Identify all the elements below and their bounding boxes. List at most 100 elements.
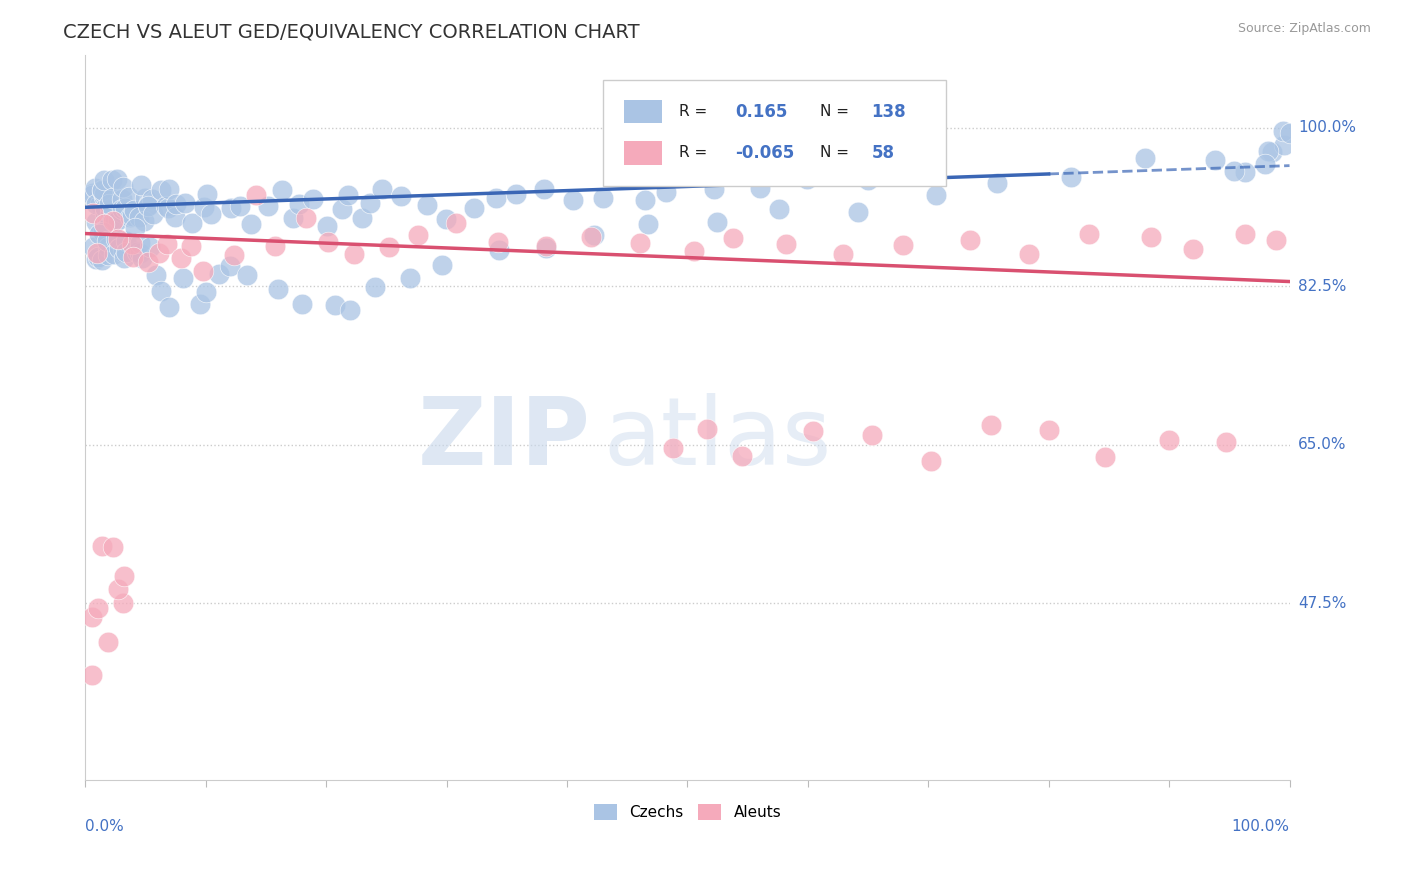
Point	[195, 186, 218, 201]
Bar	[624, 141, 662, 164]
Point	[163, 210, 186, 224]
Point	[1018, 247, 1040, 261]
Point	[84, 215, 107, 229]
Point	[91, 183, 114, 197]
Point	[156, 202, 179, 216]
Text: 47.5%: 47.5%	[1298, 596, 1346, 610]
Point	[1159, 434, 1181, 448]
Point	[155, 198, 177, 212]
Point	[1223, 164, 1246, 178]
Point	[125, 245, 148, 260]
Text: 100.0%: 100.0%	[1232, 820, 1289, 835]
Point	[1060, 170, 1083, 185]
Point	[208, 267, 231, 281]
Point	[533, 182, 555, 196]
Point	[121, 209, 143, 223]
Point	[193, 200, 215, 214]
Text: 82.5%: 82.5%	[1298, 278, 1346, 293]
Point	[229, 198, 252, 212]
Point	[191, 264, 214, 278]
Point	[148, 246, 170, 260]
Point	[832, 247, 855, 261]
Point	[80, 188, 103, 202]
Text: 0.165: 0.165	[735, 103, 787, 120]
Point	[731, 450, 754, 464]
Point	[98, 196, 121, 211]
Point	[174, 195, 197, 210]
Point	[1233, 165, 1256, 179]
Point	[90, 184, 112, 198]
Point	[93, 186, 115, 201]
Point	[323, 298, 346, 312]
Point	[236, 268, 259, 282]
Text: 100.0%: 100.0%	[1298, 120, 1355, 135]
Point	[295, 211, 318, 226]
Point	[364, 280, 387, 294]
Point	[339, 303, 361, 318]
Point	[114, 245, 136, 260]
Point	[775, 237, 797, 252]
Point	[84, 252, 107, 266]
Point	[920, 454, 942, 468]
Text: CZECH VS ALEUT GED/EQUIVALENCY CORRELATION CHART: CZECH VS ALEUT GED/EQUIVALENCY CORRELATI…	[63, 22, 640, 41]
Point	[399, 271, 422, 285]
Point	[1261, 145, 1284, 159]
Text: 58: 58	[872, 144, 894, 162]
Point	[240, 217, 263, 231]
Point	[696, 422, 718, 436]
Point	[628, 236, 651, 251]
Text: N =: N =	[820, 145, 849, 161]
Point	[112, 180, 135, 194]
Point	[288, 197, 311, 211]
Point	[98, 206, 121, 220]
Legend: Czechs, Aleuts: Czechs, Aleuts	[588, 798, 787, 826]
Point	[93, 218, 115, 232]
Point	[302, 192, 325, 206]
Point	[706, 214, 728, 228]
Point	[93, 173, 115, 187]
Point	[434, 211, 457, 226]
Point	[149, 284, 172, 298]
Point	[165, 197, 187, 211]
Point	[270, 183, 292, 197]
Point	[634, 194, 657, 208]
Text: N =: N =	[820, 104, 849, 120]
Point	[1077, 227, 1099, 241]
Point	[112, 569, 135, 583]
Point	[96, 634, 118, 648]
Point	[505, 186, 527, 201]
Point	[82, 240, 104, 254]
Point	[111, 244, 134, 259]
Point	[682, 244, 704, 258]
Point	[121, 250, 143, 264]
Point	[131, 251, 153, 265]
Point	[316, 235, 339, 249]
Point	[1233, 227, 1256, 241]
Point	[986, 176, 1008, 190]
Point	[96, 216, 118, 230]
Point	[141, 192, 163, 206]
Point	[637, 218, 659, 232]
Point	[128, 245, 150, 260]
Point	[142, 206, 165, 220]
Point	[101, 214, 124, 228]
Text: ZIP: ZIP	[418, 393, 591, 485]
Point	[94, 205, 117, 219]
Point	[80, 610, 103, 624]
Point	[132, 214, 155, 228]
Point	[122, 202, 145, 217]
Point	[138, 255, 160, 269]
Point	[114, 201, 136, 215]
Point	[488, 243, 510, 257]
Point	[291, 297, 314, 311]
Point	[91, 226, 114, 240]
Point	[90, 539, 112, 553]
Point	[157, 300, 180, 314]
Point	[121, 237, 143, 252]
Point	[267, 282, 290, 296]
Point	[129, 178, 152, 193]
Text: 138: 138	[872, 103, 907, 120]
Point	[96, 234, 118, 248]
Point	[219, 201, 242, 215]
Point	[82, 206, 104, 220]
